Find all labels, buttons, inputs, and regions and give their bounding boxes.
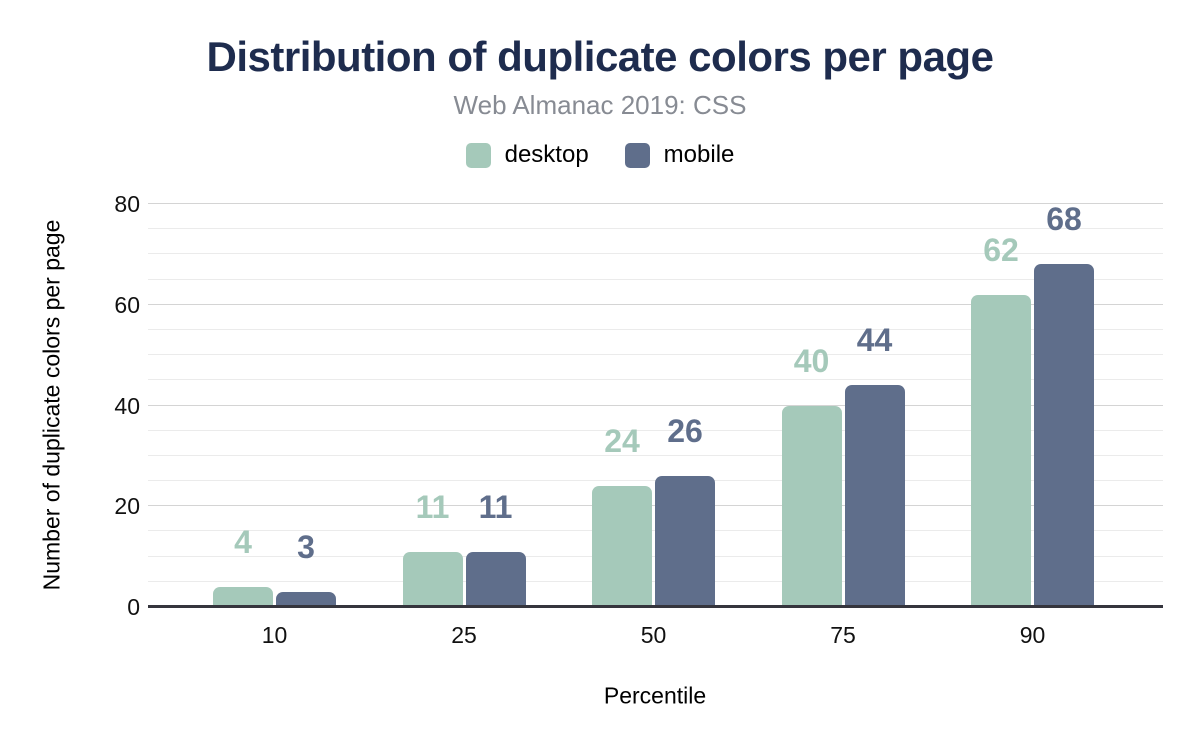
minor-gridline-45 bbox=[148, 379, 1163, 381]
y-axis-title: Number of duplicate colors per page bbox=[38, 219, 65, 591]
minor-gridline-70 bbox=[148, 253, 1163, 255]
data-label-desktop-p50: 24 bbox=[604, 423, 640, 460]
bar-mobile-p75[interactable] bbox=[844, 385, 905, 607]
data-label-mobile-p90: 68 bbox=[1046, 201, 1082, 238]
bar-mobile-p25[interactable] bbox=[465, 551, 526, 607]
data-label-mobile-p10: 3 bbox=[297, 528, 315, 565]
minor-gridline-75 bbox=[148, 228, 1163, 230]
bar-desktop-p10[interactable] bbox=[213, 586, 273, 607]
desktop-swatch-icon bbox=[465, 142, 491, 168]
y-tick-60: 60 bbox=[114, 291, 140, 318]
legend-label-mobile: mobile bbox=[663, 141, 735, 168]
x-tick-50: 50 bbox=[640, 622, 667, 648]
y-tick-20: 20 bbox=[114, 493, 140, 520]
data-label-mobile-p25: 11 bbox=[478, 488, 513, 525]
legend-item-mobile[interactable]: mobile bbox=[624, 141, 735, 169]
data-label-mobile-p50: 26 bbox=[667, 413, 703, 450]
chart-title: Distribution of duplicate colors per pag… bbox=[206, 33, 994, 80]
minor-gridline-50 bbox=[148, 354, 1163, 356]
data-label-desktop-p90: 62 bbox=[983, 231, 1019, 268]
major-gridline-80 bbox=[148, 203, 1163, 204]
bar-desktop-p50[interactable] bbox=[592, 486, 652, 607]
x-tick-75: 75 bbox=[830, 622, 856, 648]
data-label-desktop-p75: 40 bbox=[793, 342, 830, 379]
legend-label-desktop: desktop bbox=[504, 141, 589, 168]
chart-subtitle: Web Almanac 2019: CSS bbox=[453, 90, 747, 120]
bar-desktop-p90[interactable] bbox=[971, 294, 1031, 607]
bar-desktop-p25[interactable] bbox=[402, 551, 463, 607]
data-label-desktop-p25: 11 bbox=[415, 488, 450, 525]
mobile-swatch-icon bbox=[624, 142, 650, 168]
major-gridline-40 bbox=[148, 404, 1163, 406]
x-axis-line bbox=[148, 605, 1163, 608]
plot-area: 0 20 40 60 80 10 4 3 25 11 11 50 24 26 75 40 44 90 62 68 bbox=[114, 191, 1163, 648]
major-gridline-60 bbox=[148, 303, 1163, 305]
bar-mobile-p10[interactable] bbox=[276, 591, 336, 607]
x-tick-10: 10 bbox=[261, 622, 288, 648]
bar-mobile-p90[interactable] bbox=[1034, 264, 1094, 607]
x-tick-90: 90 bbox=[1019, 622, 1046, 648]
data-label-desktop-p10: 4 bbox=[234, 523, 252, 560]
x-axis-title: Percentile bbox=[603, 682, 707, 709]
minor-gridline-30 bbox=[148, 454, 1163, 456]
legend-item-desktop[interactable]: desktop bbox=[465, 141, 589, 169]
legend: desktop mobile bbox=[0, 141, 1200, 169]
minor-gridline-35 bbox=[148, 429, 1163, 431]
minor-gridline-65 bbox=[148, 278, 1163, 280]
y-tick-40: 40 bbox=[114, 392, 140, 419]
y-tick-80: 80 bbox=[114, 191, 140, 217]
data-label-mobile-p75: 44 bbox=[856, 322, 893, 359]
bar-mobile-p50[interactable] bbox=[655, 476, 715, 607]
bar-desktop-p75[interactable] bbox=[781, 405, 842, 607]
minor-gridline-55 bbox=[148, 328, 1163, 330]
x-tick-25: 25 bbox=[451, 622, 477, 648]
y-tick-0: 0 bbox=[127, 594, 140, 620]
